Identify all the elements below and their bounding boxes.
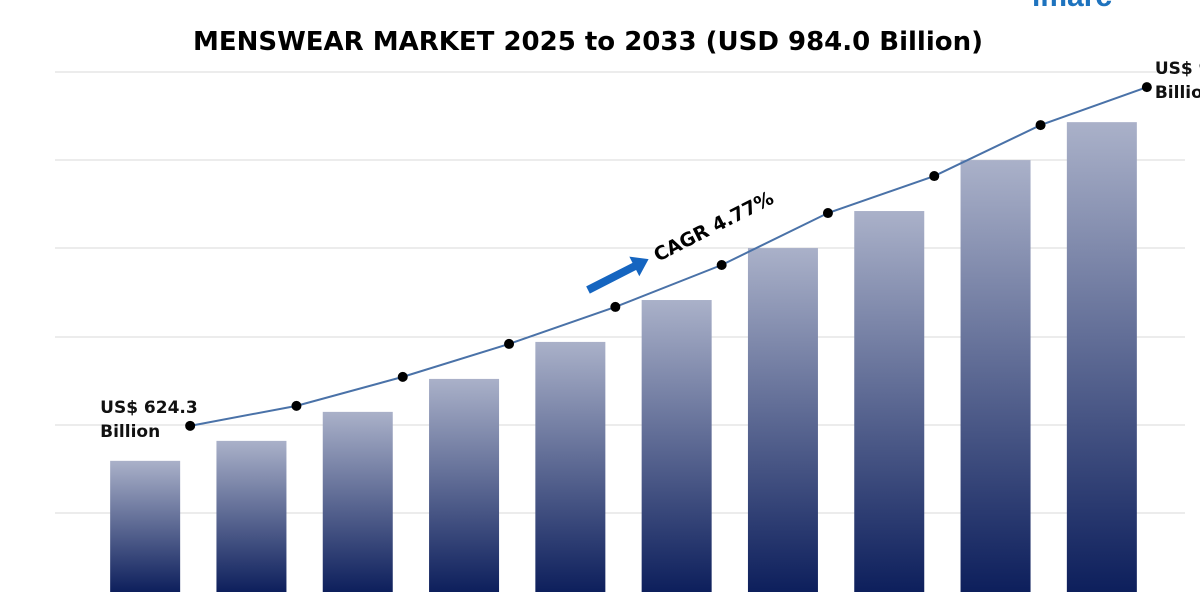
bar bbox=[535, 341, 606, 592]
trend-point bbox=[716, 260, 727, 271]
trend-point bbox=[1035, 120, 1046, 131]
bar bbox=[216, 440, 287, 592]
trend-point bbox=[929, 171, 940, 182]
bar bbox=[322, 411, 393, 592]
arrow bbox=[586, 256, 649, 294]
bar bbox=[1066, 122, 1137, 592]
bar bbox=[110, 460, 181, 592]
bar bbox=[747, 248, 818, 592]
trend-point bbox=[822, 208, 833, 219]
value-label: US$ 984.0 Billion bbox=[1154, 59, 1200, 104]
bar bbox=[641, 300, 712, 592]
trend-point bbox=[291, 400, 302, 411]
cagr-arrow bbox=[586, 256, 649, 294]
trend-point bbox=[185, 420, 196, 431]
trend-line bbox=[189, 86, 1148, 427]
chart-title: MENSWEAR MARKET 2025 to 2033 (USD 984.0 … bbox=[193, 27, 983, 57]
trend-point bbox=[610, 301, 621, 312]
bar bbox=[854, 211, 925, 593]
bar bbox=[960, 160, 1031, 593]
trend-point bbox=[397, 371, 408, 382]
trend-point bbox=[504, 338, 515, 349]
bar bbox=[429, 378, 500, 592]
trend-point bbox=[1141, 82, 1152, 93]
brand-logo: imarc bbox=[1032, 0, 1112, 13]
value-label: US$ 624.3 Billion bbox=[100, 397, 198, 442]
